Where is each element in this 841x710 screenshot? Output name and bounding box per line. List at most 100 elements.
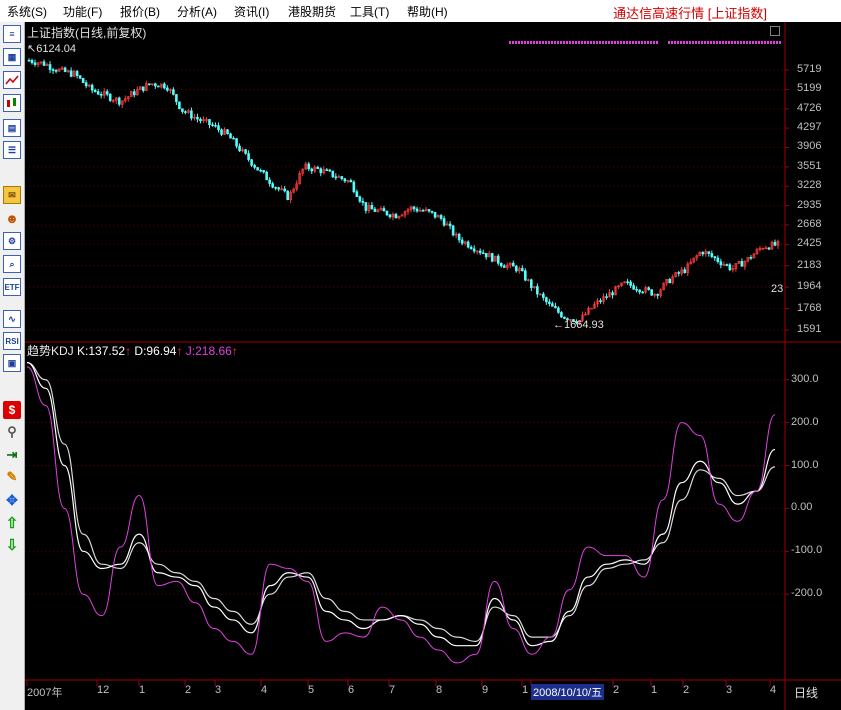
candle-body — [725, 264, 729, 266]
candle-body — [114, 97, 118, 101]
signal-mark — [641, 41, 643, 44]
candle-body — [247, 153, 250, 160]
chart-area[interactable]: 上证指数(日线,前复权) ↖6124.04 ←1664.93 23 5719 51… — [25, 22, 841, 710]
candle-body — [123, 98, 127, 102]
kdj-name: 趋势KDJ — [27, 344, 74, 358]
candle-body — [548, 301, 551, 304]
app-title: 通达信高速行情 [上证指数] — [613, 6, 767, 21]
candle-body — [719, 261, 723, 266]
candle-body — [105, 91, 109, 95]
move-icon[interactable]: ✥ — [6, 491, 18, 508]
arrow-down-icon[interactable]: ⇩ — [5, 537, 19, 554]
signal-mark — [602, 41, 604, 44]
candle-body — [524, 270, 527, 281]
exit-icon[interactable]: ⇥ — [6, 447, 18, 462]
quote-list-icon[interactable]: ≡ — [3, 25, 21, 43]
calendar-icon[interactable]: ▣ — [3, 354, 21, 372]
menu-analysis[interactable]: 分析(A) — [177, 5, 217, 19]
candle-body — [436, 215, 440, 218]
candle-body — [536, 286, 539, 295]
link-icon[interactable]: ⚲ — [7, 424, 17, 439]
signal-mark — [527, 41, 529, 44]
candle-body — [665, 279, 668, 284]
signal-mark — [575, 41, 577, 44]
candle-body — [749, 257, 753, 259]
mail-icon[interactable]: ✉ — [3, 186, 21, 204]
line-chart-icon[interactable] — [3, 71, 21, 89]
candle-body — [770, 241, 774, 250]
candle-body — [505, 264, 509, 268]
candle-body — [253, 164, 256, 168]
candle-body — [244, 149, 247, 154]
candle-body — [220, 129, 223, 135]
candle-body — [151, 83, 154, 86]
candle-body — [677, 272, 681, 274]
time-tick-label: 12 — [97, 684, 110, 696]
candle-body — [418, 210, 422, 212]
signal-mark — [608, 41, 610, 44]
signal-mark — [770, 41, 772, 44]
candle-body — [686, 263, 690, 273]
etf-icon[interactable]: ETF — [3, 278, 21, 296]
menu-tools[interactable]: 工具(T) — [350, 5, 390, 19]
restore-icon[interactable] — [770, 26, 780, 36]
signal-mark — [572, 41, 574, 44]
candle-body — [120, 100, 124, 105]
window-icon[interactable]: ▤ — [3, 119, 21, 137]
time-tick-label: 2007年 — [27, 687, 63, 699]
candle-body — [313, 166, 317, 172]
candle-body — [647, 287, 650, 290]
menu-help[interactable]: 帮助(H) — [407, 5, 448, 19]
signal-mark — [611, 41, 613, 44]
candle-body — [385, 210, 389, 216]
candle-body — [644, 287, 647, 293]
candle-body — [241, 149, 244, 152]
signal-mark — [521, 41, 523, 44]
signal-mark — [779, 41, 781, 44]
candle-body — [108, 93, 112, 101]
candle-chart-icon[interactable] — [3, 94, 21, 112]
signal-mark — [581, 41, 583, 44]
candle-body — [620, 282, 623, 287]
wave-icon[interactable]: ∿ — [3, 310, 21, 328]
candle-body — [554, 306, 557, 309]
candle-body — [454, 233, 458, 236]
menu-news[interactable]: 资讯(I) — [234, 5, 270, 19]
candle-body — [322, 169, 326, 174]
candle-body — [72, 71, 76, 77]
candle-body — [214, 124, 217, 127]
kdj-y-tick-label: -200.0 — [791, 587, 823, 600]
list-doc-icon[interactable]: ☰ — [3, 141, 21, 159]
time-tick-label: 2 — [185, 684, 192, 696]
arrow-up-icon[interactable]: ⇧ — [5, 515, 19, 532]
candle-body — [397, 215, 401, 219]
gear-clock-icon[interactable]: ⚙ — [3, 232, 21, 250]
signal-mark — [650, 41, 652, 44]
pencil-icon[interactable]: ✎ — [6, 469, 18, 484]
candle-body — [157, 85, 160, 88]
dollar-icon[interactable]: $ — [3, 401, 21, 419]
signal-mark — [698, 41, 700, 44]
rsi-icon[interactable]: RSI — [3, 332, 21, 350]
candle-body — [695, 255, 699, 259]
candle-body — [51, 69, 55, 71]
menu-system[interactable]: 系统(S) — [7, 5, 47, 19]
candle-body — [361, 200, 365, 203]
candle-body — [587, 307, 590, 315]
candle-body — [199, 118, 202, 122]
signal-mark — [635, 41, 637, 44]
menu-hk-futures[interactable]: 港股期货 — [288, 5, 337, 19]
table-icon[interactable]: ▦ — [3, 48, 21, 66]
signal-mark — [677, 41, 679, 44]
users-icon[interactable]: ☻ — [5, 210, 19, 226]
high-price-label: ↖6124.04 — [27, 43, 76, 55]
menu-function[interactable]: 功能(F) — [63, 5, 103, 19]
candle-body — [539, 293, 542, 296]
candle-body — [175, 94, 178, 103]
candle-body — [60, 67, 64, 70]
menu-quote[interactable]: 报价(B) — [120, 5, 160, 19]
period-label[interactable]: 日线 — [794, 686, 819, 700]
candle-body — [307, 163, 311, 170]
signal-mark — [668, 41, 670, 44]
search-icon[interactable]: ⌕ — [3, 255, 21, 273]
